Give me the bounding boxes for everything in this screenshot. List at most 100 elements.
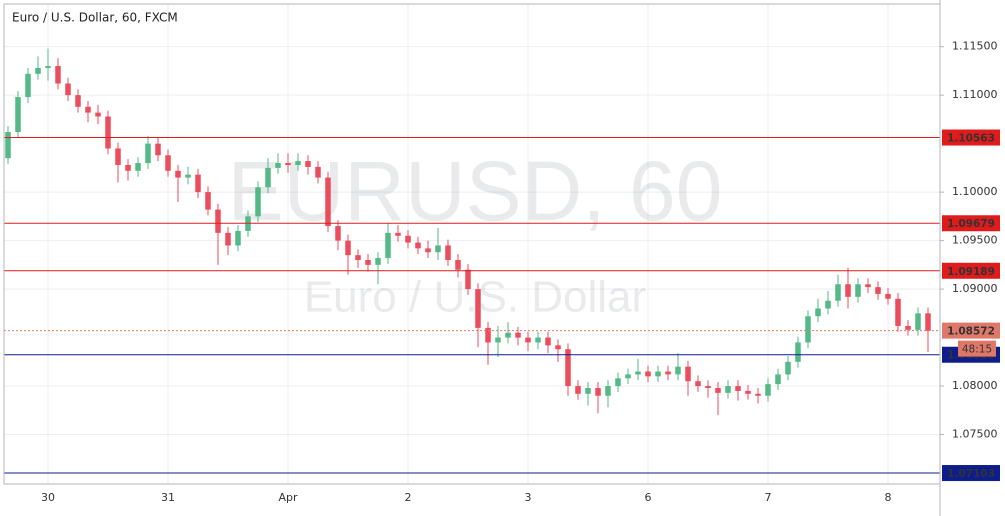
x-tick-label: 30: [41, 491, 55, 504]
candle-body: [365, 260, 371, 265]
candle-body: [515, 332, 521, 338]
candle-body: [85, 106, 91, 113]
candle-body: [145, 143, 151, 164]
candle-body: [415, 242, 421, 249]
countdown-label: 48:15: [962, 344, 992, 356]
candle-body: [885, 293, 891, 299]
candle-body: [605, 386, 611, 396]
candle-body: [255, 187, 261, 217]
y-tick-label: 1.07500: [952, 428, 998, 441]
x-tick-label: 2: [405, 491, 412, 504]
candle-body: [335, 226, 341, 241]
candle-body: [745, 390, 751, 394]
level-box: [942, 215, 1000, 232]
candle-body: [35, 68, 41, 74]
candle-body: [205, 192, 211, 210]
candle-body: [155, 143, 161, 156]
candle-body: [135, 163, 141, 171]
candle-body: [15, 97, 21, 132]
candle-body: [285, 163, 291, 165]
candle-body: [125, 164, 131, 171]
candle-body: [695, 381, 701, 387]
candle-body: [475, 289, 481, 328]
candle-body: [175, 170, 181, 178]
candle-body: [435, 245, 441, 253]
candle-body: [575, 386, 581, 394]
candle-body: [55, 66, 61, 84]
y-tick-label: 1.11500: [952, 40, 998, 53]
candle-body: [325, 177, 331, 227]
watermark: EURUSD, 60: [228, 144, 723, 238]
candle-body: [495, 337, 501, 343]
candle-body: [795, 342, 801, 362]
candle-body: [455, 260, 461, 270]
y-tick-label: 1.11000: [952, 88, 998, 101]
candle-body: [45, 66, 51, 68]
y-tick-label: 1.09500: [952, 234, 998, 247]
x-tick-label: 31: [161, 491, 175, 504]
candle-body: [525, 337, 531, 343]
candle-body: [445, 245, 451, 260]
candle-body: [555, 345, 561, 350]
candle-body: [375, 258, 381, 265]
candle-body: [815, 308, 821, 317]
candle-body: [535, 337, 541, 343]
candle-body: [105, 116, 111, 149]
candle-body: [75, 95, 81, 107]
candle-body: [235, 230, 241, 246]
candle-body: [865, 284, 871, 288]
candle-body: [585, 388, 591, 394]
y-tick-label: 1.08000: [952, 379, 998, 392]
candle-body: [685, 366, 691, 382]
candle-body: [735, 386, 741, 391]
candle-body: [625, 374, 631, 379]
candle-body: [355, 255, 361, 260]
candle-body: [825, 300, 831, 309]
candle-body: [545, 337, 551, 346]
candle-body: [465, 269, 471, 290]
candle-body: [195, 174, 201, 193]
candle-body: [225, 232, 231, 246]
candle-body: [835, 284, 841, 301]
axes: 30 31 Apr 2 3 6 7 8 1.11500 1.11000 1.10000 1.09500…: [41, 40, 1000, 504]
candle-body: [715, 388, 721, 393]
candle-body: [805, 316, 811, 343]
candle-body: [115, 148, 121, 165]
candle-body: [875, 287, 881, 294]
level-label: 1.09679: [947, 218, 995, 230]
candle-body: [615, 378, 621, 387]
x-tick-label: 7: [765, 491, 772, 504]
y-tick-label: 1.10000: [952, 185, 998, 198]
candle-body: [295, 161, 301, 165]
candle-body: [905, 325, 911, 330]
x-tick-label: 6: [645, 491, 652, 504]
candle-body: [185, 174, 191, 178]
chart-title: Euro / U.S. Dollar, 60, FXCM: [12, 11, 178, 25]
candle-body: [215, 209, 221, 233]
level-box: [942, 262, 1000, 279]
candle-body: [855, 284, 861, 297]
candle-body: [265, 167, 271, 188]
candle-body: [425, 248, 431, 253]
candle-body: [505, 332, 511, 338]
candle-body: [595, 388, 601, 396]
candle-body: [635, 371, 641, 375]
plot: [4, 48, 940, 474]
candle-body: [755, 393, 761, 396]
candle-body: [675, 366, 681, 375]
candle-body: [665, 371, 671, 375]
candle-body: [5, 132, 11, 159]
level-label: 1.09189: [947, 266, 995, 278]
level-label: 1.07103: [947, 468, 995, 480]
candle-body: [775, 374, 781, 385]
current-price-label: 1.08572: [947, 326, 995, 338]
candle-body: [395, 232, 401, 236]
candle-body: [725, 386, 731, 393]
candle-body: [305, 161, 311, 167]
watermark-subtitle: Euro / U.S. Dollar: [304, 273, 646, 322]
candle-body: [345, 240, 351, 256]
x-tick-label: 3: [525, 491, 532, 504]
candle-body: [655, 371, 661, 377]
